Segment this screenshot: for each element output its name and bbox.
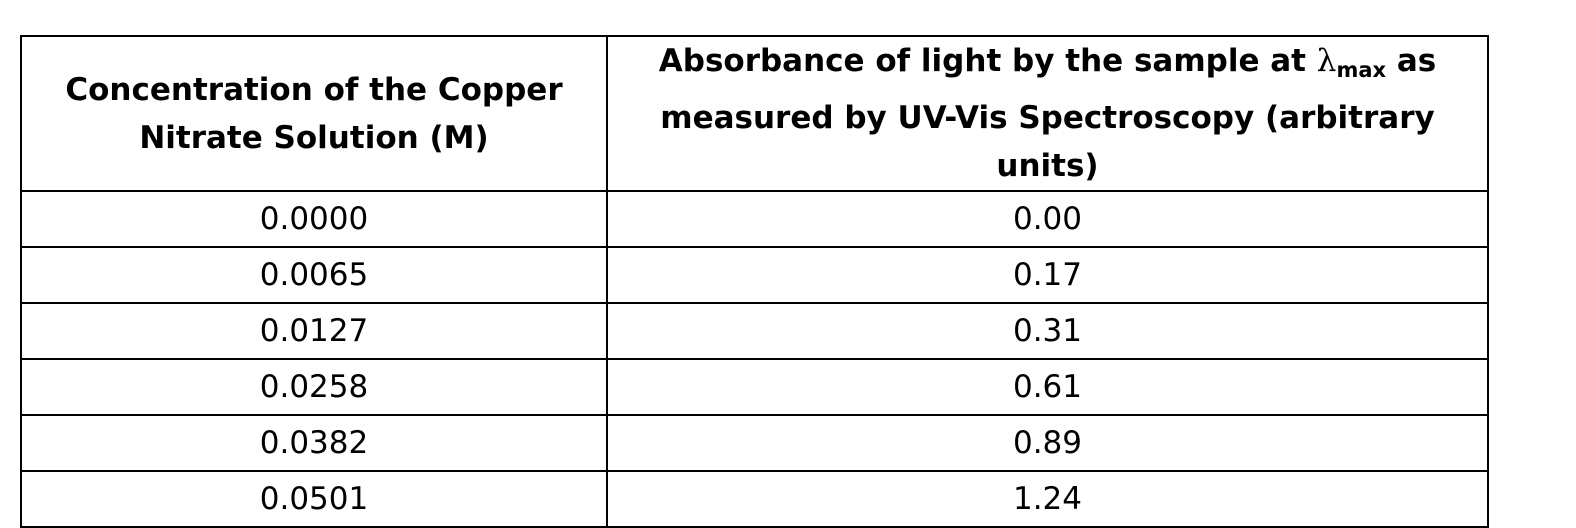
header-concentration: Concentration of the Copper Nitrate Solu… <box>20 35 608 192</box>
header-concentration-label: Concentration of the Copper Nitrate Solu… <box>65 71 563 156</box>
concentration-cell: 0.0382 <box>20 414 608 472</box>
absorbance-cell: 0.61 <box>606 358 1489 416</box>
table-row: 0.0501 1.24 <box>20 470 1489 528</box>
header-row: Concentration of the Copper Nitrate Solu… <box>20 35 1489 192</box>
header-absorbance: Absorbance of light by the sample at λma… <box>606 35 1489 192</box>
absorbance-cell: 0.17 <box>606 246 1489 304</box>
concentration-cell: 0.0000 <box>20 190 608 248</box>
table-row: 0.0065 0.17 <box>20 246 1489 304</box>
lambda-symbol: λ <box>1316 43 1337 79</box>
absorbance-cell: 0.00 <box>606 190 1489 248</box>
concentration-cell: 0.0258 <box>20 358 608 416</box>
concentration-cell: 0.0127 <box>20 302 608 360</box>
absorbance-cell: 0.89 <box>606 414 1489 472</box>
table-row: 0.0258 0.61 <box>20 358 1489 416</box>
absorbance-cell: 0.31 <box>606 302 1489 360</box>
header-absorbance-suffix: as measured by UV-Vis Spectroscopy (arbi… <box>660 43 1437 184</box>
table-row: 0.0382 0.89 <box>20 414 1489 472</box>
header-absorbance-prefix: Absorbance of light by the sample at <box>658 43 1317 79</box>
lambda-subscript: max <box>1336 58 1387 82</box>
data-table: Concentration of the Copper Nitrate Solu… <box>20 35 1489 528</box>
absorbance-cell: 1.24 <box>606 470 1489 528</box>
table-row: 0.0000 0.00 <box>20 190 1489 248</box>
concentration-cell: 0.0501 <box>20 470 608 528</box>
table-row: 0.0127 0.31 <box>20 302 1489 360</box>
concentration-cell: 0.0065 <box>20 246 608 304</box>
